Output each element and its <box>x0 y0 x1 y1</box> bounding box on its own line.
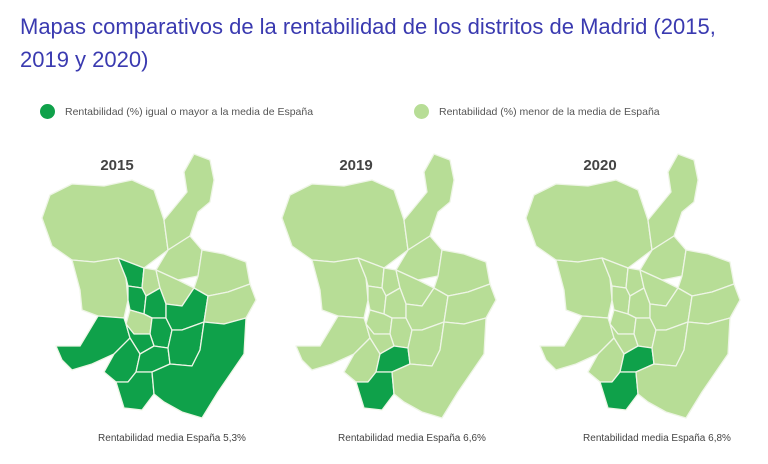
district-barajas-2015 <box>163 153 215 251</box>
district-barajas-2019 <box>403 153 455 251</box>
district-fuencarral-2019 <box>281 179 409 269</box>
district-barajas-2020 <box>647 153 699 251</box>
legend-label-below-average: Rentabilidad (%) menor de la media de Es… <box>439 105 660 118</box>
district-moncloa-2020 <box>555 257 613 319</box>
district-fuencarral-2015 <box>41 179 169 269</box>
district-villa-vallecas-2015 <box>151 317 247 419</box>
district-fuencarral-2020 <box>525 179 653 269</box>
legend-label-above-average: Rentabilidad (%) igual o mayor a la medi… <box>65 105 314 118</box>
district-map-2015 <box>41 153 257 419</box>
map-year-2019: 2019 <box>339 157 373 174</box>
district-moncloa-2019 <box>311 257 369 319</box>
map-year-2015: 2015 <box>100 157 134 174</box>
legend-swatch-dark-green <box>40 104 55 119</box>
district-moncloa-2015 <box>71 257 129 319</box>
district-map-2020 <box>525 153 741 419</box>
page-title: Mapas comparativos de la rentabilidad de… <box>20 14 716 72</box>
map-caption-2020: Rentabilidad media España 6,8% <box>583 433 731 444</box>
district-villa-vallecas-2019 <box>391 317 487 419</box>
district-villa-vallecas-2020 <box>635 317 731 419</box>
map-caption-2019: Rentabilidad media España 6,6% <box>338 433 486 444</box>
map-caption-2015: Rentabilidad media España 5,3% <box>98 433 246 444</box>
map-year-2020: 2020 <box>583 157 617 174</box>
district-map-2019 <box>281 153 497 419</box>
legend-swatch-light-green <box>414 104 429 119</box>
legend-item-above-average: Rentabilidad (%) igual o mayor a la medi… <box>40 104 313 119</box>
legend-item-below-average: Rentabilidad (%) menor de la media de Es… <box>414 104 660 119</box>
